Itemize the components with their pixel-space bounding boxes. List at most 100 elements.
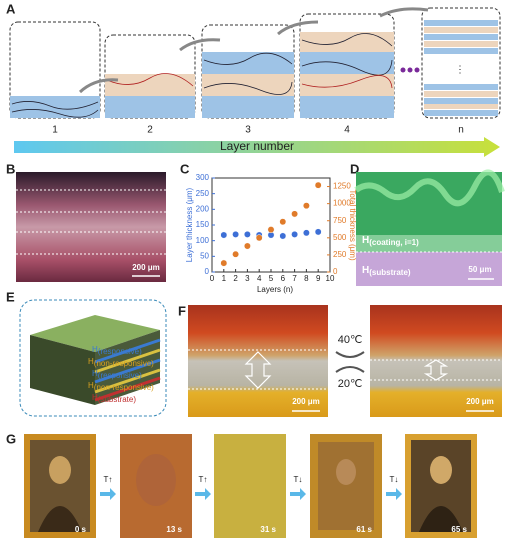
point [220, 259, 228, 267]
y-axis-title: Layer thickness (μm) [185, 187, 194, 262]
point [255, 234, 263, 242]
time-label: 31 s [260, 525, 276, 534]
micrograph [370, 305, 502, 417]
y-tick-label: 200 [196, 204, 210, 213]
x-tick-label: 3 [245, 274, 250, 283]
label-sub: (coating, i=1) [369, 238, 419, 247]
point [220, 231, 228, 239]
layer [300, 32, 394, 52]
step-label: 4 [344, 125, 350, 136]
label-sub: (substrate) [98, 395, 137, 404]
y2-tick-label: 1250 [333, 182, 351, 191]
label: H [92, 369, 98, 378]
scale-label: 200 μm [292, 397, 320, 406]
panel-label: D [350, 161, 359, 176]
point [291, 210, 299, 218]
step-label: 1 [52, 125, 58, 136]
panel-label: B [6, 161, 15, 176]
y-tick-label: 250 [196, 189, 210, 198]
x-tick-label: 1 [222, 274, 227, 283]
plot-frame [211, 177, 331, 273]
point [314, 181, 322, 189]
gradient-arrow [14, 137, 500, 157]
y2-tick-label: 750 [333, 216, 347, 225]
label: H [88, 357, 94, 366]
scale-label: 200 μm [466, 397, 494, 406]
label: H [362, 235, 369, 246]
layer [300, 74, 394, 96]
x-tick-label: 9 [316, 274, 321, 283]
chart: Layer thickness (μm) Total thickness (μm… [185, 173, 357, 294]
label: H [88, 381, 94, 390]
point [232, 230, 240, 238]
arrow [379, 7, 429, 18]
point [279, 232, 287, 240]
label: H [92, 345, 98, 354]
temperature: 20℃ [338, 378, 363, 390]
svg-text:H(non-responsive): H(non-responsive) [88, 381, 154, 392]
y2-tick-label: 1000 [333, 199, 351, 208]
time-label: 13 s [166, 525, 182, 534]
time-label: 65 s [451, 525, 467, 534]
y-tick-label: 100 [196, 236, 210, 245]
dots [400, 67, 420, 73]
label: H [92, 393, 98, 402]
x-axis-title: Layers (n) [257, 285, 293, 294]
panel-a: ⋮ 1 2 3 4 n Layer number [9, 7, 501, 157]
time-label: 61 s [356, 525, 372, 534]
x-tick-label: 7 [292, 274, 297, 283]
y-tick-label: 50 [200, 251, 209, 260]
x-tick-label: 4 [257, 274, 262, 283]
panel-label: G [6, 431, 16, 446]
arrow [78, 78, 119, 94]
step-label: 3 [245, 125, 251, 136]
panel-label: F [178, 303, 186, 318]
arrow-label: T↑ [199, 475, 208, 484]
arrow-label: T↓ [294, 475, 303, 484]
panel-label: E [6, 289, 15, 304]
layer [105, 74, 195, 96]
svg-text:H(coating, i=1): H(coating, i=1) [362, 235, 419, 247]
label: H [362, 265, 369, 276]
scale-label: 200 μm [132, 263, 160, 272]
layer [202, 52, 294, 74]
svg-text:⋮: ⋮ [455, 65, 465, 76]
arrow-label: T↑ [104, 475, 113, 484]
label-sub: (responsive) [98, 371, 142, 380]
y2-axis-title: Total thickness (μm) [348, 189, 357, 261]
point [243, 230, 251, 238]
point [279, 218, 287, 226]
panel-f: 40℃ 20℃ 200 μm 200 μm [188, 305, 502, 417]
point [243, 242, 251, 250]
box [421, 7, 501, 119]
svg-text:H(substrate): H(substrate) [362, 265, 411, 277]
layer [105, 96, 195, 118]
step-label: 2 [147, 125, 153, 136]
point [314, 228, 322, 236]
layer [202, 96, 294, 118]
label-sub: (responsive) [98, 347, 142, 356]
arrow [179, 38, 221, 52]
point [232, 250, 240, 258]
axis-title: Layer number [220, 139, 294, 153]
y-tick-label: 150 [196, 220, 210, 229]
panel-label: A [6, 1, 16, 16]
point [291, 230, 299, 238]
substrate-image [356, 252, 502, 286]
y2-tick-label: 0 [333, 267, 338, 276]
svg-text:H(responsive): H(responsive) [92, 345, 142, 356]
label-sub: (non-responsive) [94, 359, 154, 368]
svg-text:H(substrate): H(substrate) [92, 393, 136, 404]
time-label: 0 s [75, 525, 87, 534]
layer [10, 96, 100, 118]
x-tick-label: 10 [326, 274, 335, 283]
temperature: 40℃ [338, 334, 363, 346]
point [302, 229, 310, 237]
panel-b: 200 μm [16, 172, 166, 282]
label-sub: (non-responsive) [94, 383, 154, 392]
panel-d: H(coating, i=1) H(substrate) 50 μm [354, 169, 505, 286]
y-tick-label: 300 [196, 173, 210, 182]
point [267, 226, 275, 234]
x-tick-label: 8 [304, 274, 309, 283]
